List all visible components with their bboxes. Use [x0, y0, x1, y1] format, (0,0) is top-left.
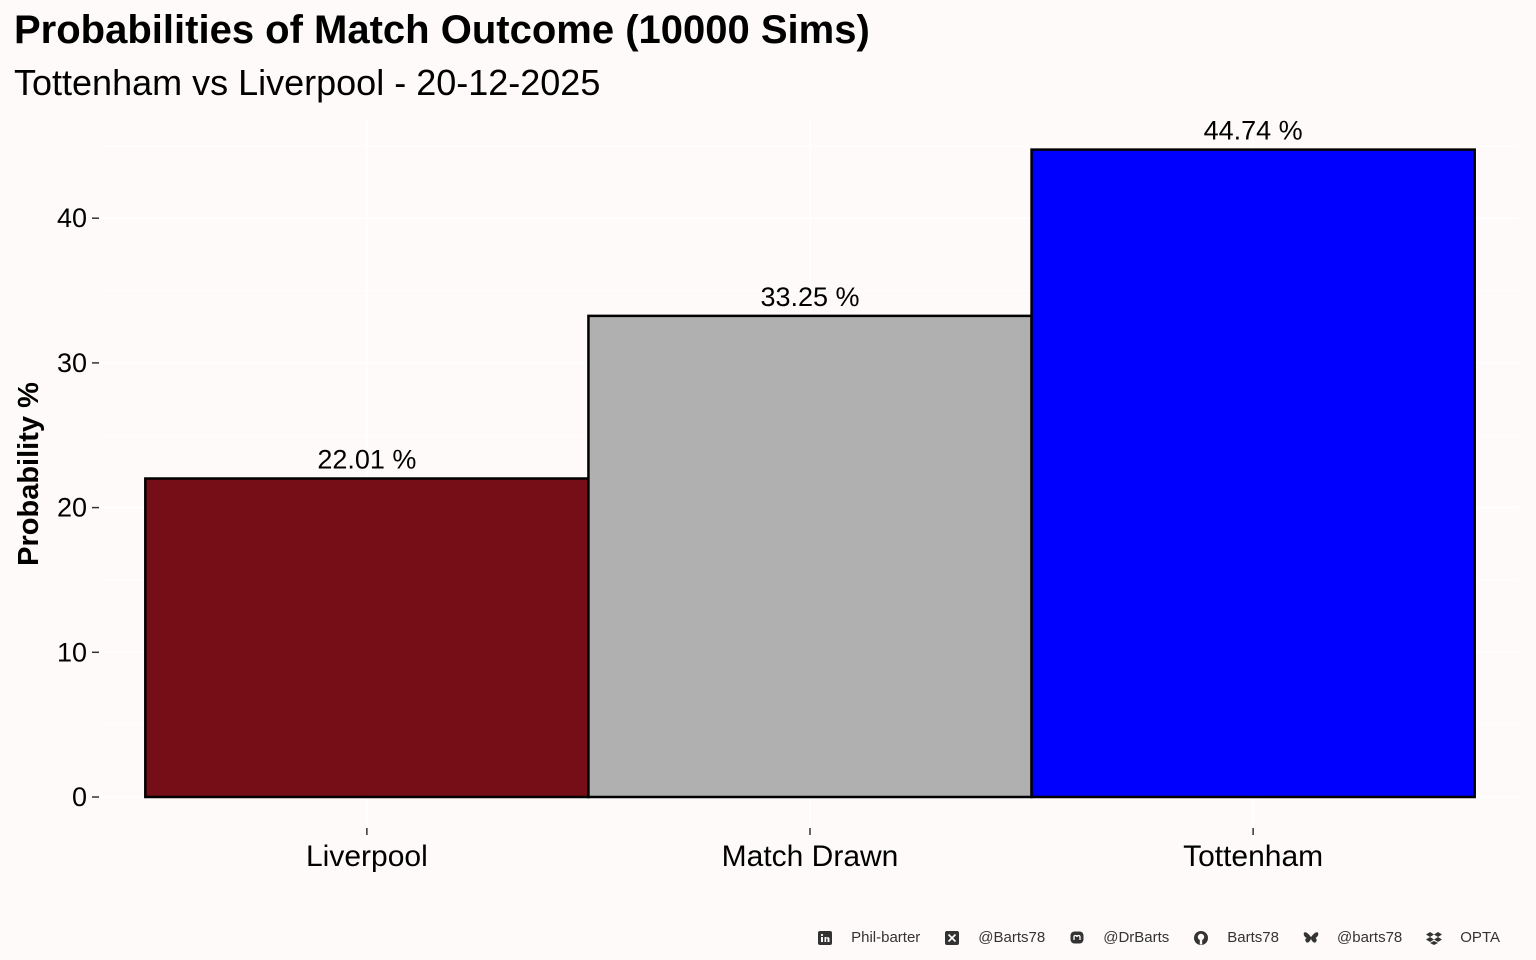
bar [1030, 148, 1476, 799]
dropbox-icon [1426, 930, 1443, 946]
github-handle: Barts78 [1227, 929, 1279, 946]
bluesky-icon [1303, 930, 1319, 946]
bar [144, 477, 590, 799]
y-tick-label: 10 [57, 637, 87, 667]
x-tick-label: Match Drawn [722, 840, 899, 873]
x-icon [944, 930, 960, 946]
mastodon-icon [1069, 930, 1085, 946]
social-footer: Phil-barter @Barts78 @DrBarts Barts78 @b… [817, 929, 1500, 946]
y-tick-label: 40 [57, 203, 87, 233]
data-source: OPTA [1460, 929, 1500, 946]
data-label: 22.01 % [317, 445, 416, 475]
data-label: 33.25 % [760, 282, 859, 312]
mastodon-handle: @DrBarts [1103, 929, 1170, 946]
linkedin-icon [817, 930, 833, 946]
y-tick-label: 30 [57, 348, 87, 378]
bluesky-handle: @barts78 [1337, 929, 1403, 946]
bar [587, 314, 1033, 799]
x-tick-label: Tottenham [1183, 840, 1323, 873]
chart-title: Probabilities of Match Outcome (10000 Si… [14, 8, 870, 52]
y-tick-label: 20 [57, 493, 87, 523]
github-icon [1193, 930, 1209, 946]
linkedin-handle: Phil-barter [851, 929, 921, 946]
x-tick-label: Liverpool [306, 840, 428, 873]
chart-subtitle: Tottenham vs Liverpool - 20-12-2025 [14, 62, 601, 103]
x-handle: @Barts78 [978, 929, 1046, 946]
y-axis-title: Probability % [13, 382, 45, 566]
data-label: 44.74 % [1204, 116, 1303, 146]
y-tick-label: 0 [72, 782, 87, 812]
